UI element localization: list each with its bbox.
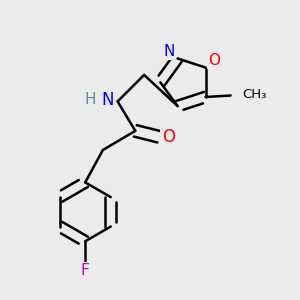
Text: F: F — [81, 263, 90, 278]
Text: O: O — [208, 53, 220, 68]
Text: O: O — [162, 128, 175, 146]
Text: CH₃: CH₃ — [242, 88, 266, 100]
Text: N: N — [163, 44, 175, 59]
Text: H: H — [85, 92, 96, 107]
Text: N: N — [101, 91, 114, 109]
